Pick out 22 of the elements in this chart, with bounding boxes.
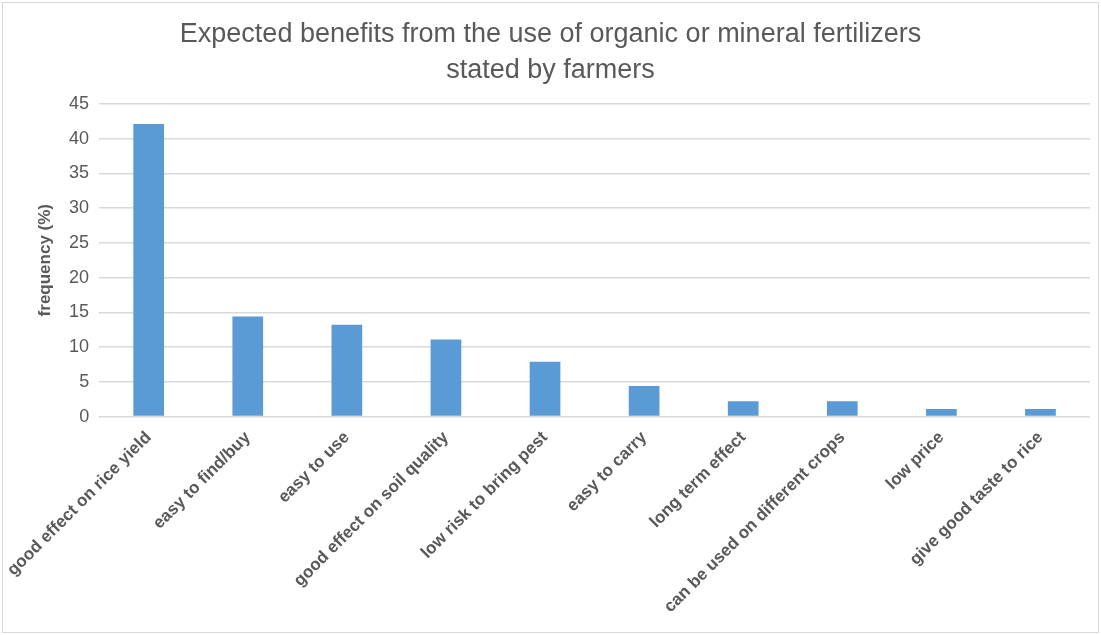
y-tick-label: 40 — [69, 127, 90, 148]
y-tick-label: 5 — [79, 370, 90, 391]
bar — [1025, 408, 1056, 416]
chart-title: Expected benefits from the use of organic or mineral fertilizers stated by farmers — [178, 17, 923, 86]
y-tick-label: 25 — [69, 231, 90, 252]
y-tick-label: 35 — [69, 162, 90, 183]
bar — [133, 123, 165, 416]
bar — [232, 316, 264, 416]
y-axis-title: frequency (%) — [34, 203, 54, 317]
y-tick-label: 20 — [69, 266, 90, 287]
bar — [826, 401, 858, 416]
y-tick-label: 0 — [79, 405, 90, 426]
bar — [529, 361, 561, 416]
y-tick-label: 10 — [69, 336, 90, 357]
bar — [727, 401, 759, 416]
y-tick-label: 30 — [69, 197, 90, 218]
y-tick-label: 15 — [69, 301, 90, 322]
bar — [331, 324, 363, 416]
bar — [628, 385, 660, 416]
y-tick-label: 45 — [69, 92, 90, 113]
bar — [926, 408, 957, 416]
bar — [430, 339, 462, 416]
